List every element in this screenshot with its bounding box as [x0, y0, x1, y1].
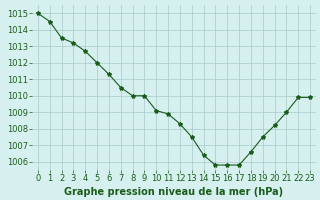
X-axis label: Graphe pression niveau de la mer (hPa): Graphe pression niveau de la mer (hPa) — [64, 187, 284, 197]
